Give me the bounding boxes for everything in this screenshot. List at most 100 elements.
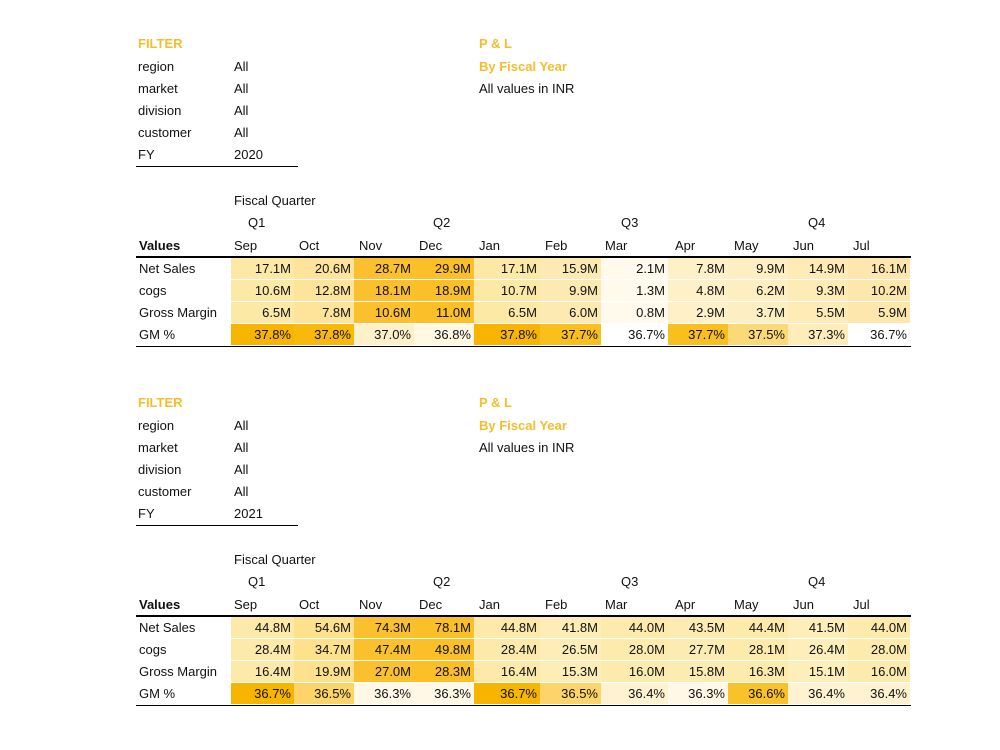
value-cell-gm-percent: 37.7% (668, 324, 728, 345)
filter-label-division: division (138, 103, 182, 118)
value-cell-gm-percent: 37.0% (354, 324, 414, 345)
value-cell-gross-margin: 0.8M (601, 302, 668, 323)
value-cell-cogs: 10.2M (848, 280, 910, 301)
value-cell-net-sales: 28.7M (354, 258, 414, 279)
month-header: Apr (675, 238, 696, 253)
month-header: May (734, 597, 759, 612)
value-cell-net-sales: 44.8M (474, 617, 540, 638)
value-cell-gm-percent: 36.6% (728, 683, 788, 704)
filter-label-market: market (138, 440, 178, 455)
table-caption: Fiscal Quarter (234, 552, 316, 567)
row-label-net-sales: Net Sales (139, 261, 196, 276)
value-cell-cogs: 18.9M (414, 280, 474, 301)
value-cell-net-sales: 29.9M (414, 258, 474, 279)
month-header: Sep (234, 238, 258, 253)
value-cell-gross-margin: 16.0M (848, 661, 910, 682)
filter-label-market: market (138, 81, 178, 96)
value-cell-gross-margin: 28.3M (414, 661, 474, 682)
report-note: All values in INR (479, 440, 575, 455)
table-header-rule (136, 256, 911, 258)
month-header: Mar (605, 597, 628, 612)
value-cell-cogs: 26.4M (788, 639, 848, 660)
value-cell-net-sales: 2.1M (601, 258, 668, 279)
filter-value-customer: All (234, 484, 249, 499)
report-subtitle: By Fiscal Year (479, 418, 567, 433)
value-cell-net-sales: 9.9M (728, 258, 788, 279)
value-cell-gross-margin: 19.9M (294, 661, 354, 682)
value-cell-cogs: 1.3M (601, 280, 668, 301)
value-cell-gm-percent: 36.7% (601, 324, 668, 345)
table-bottom-rule (136, 705, 911, 706)
value-cell-cogs: 10.7M (474, 280, 540, 301)
filter-value-region: All (234, 418, 249, 433)
value-cell-cogs: 27.7M (668, 639, 728, 660)
value-cell-gm-percent: 36.5% (540, 683, 601, 704)
filter-title: FILTER (138, 395, 183, 410)
value-cell-cogs: 28.0M (848, 639, 910, 660)
value-cell-gm-percent: 36.5% (294, 683, 354, 704)
value-cell-net-sales: 54.6M (294, 617, 354, 638)
month-header: Feb (545, 597, 568, 612)
value-cell-net-sales: 74.3M (354, 617, 414, 638)
value-cell-gm-percent: 36.7% (474, 683, 540, 704)
value-cell-cogs: 12.8M (294, 280, 354, 301)
filter-value-customer: All (234, 125, 249, 140)
table-caption: Fiscal Quarter (234, 193, 316, 208)
value-cell-net-sales: 44.4M (728, 617, 788, 638)
value-cell-gm-percent: 37.8% (474, 324, 540, 345)
value-cell-net-sales: 16.1M (848, 258, 910, 279)
value-cell-gross-margin: 6.5M (231, 302, 294, 323)
filter-value-fy: 2021 (234, 506, 263, 521)
value-cell-gm-percent: 36.3% (668, 683, 728, 704)
value-cell-cogs: 28.4M (474, 639, 540, 660)
filter-value-division: All (234, 462, 249, 477)
quarter-q1: Q1 (248, 574, 266, 589)
month-header: Jul (853, 238, 870, 253)
report-fy-2021: FILTER region All market All division Al… (0, 359, 1000, 719)
month-header: Oct (299, 597, 320, 612)
value-cell-gross-margin: 5.9M (848, 302, 910, 323)
value-cell-gross-margin: 15.8M (668, 661, 728, 682)
value-cell-gm-percent: 36.3% (354, 683, 414, 704)
month-header: Feb (545, 238, 568, 253)
value-cell-cogs: 49.8M (414, 639, 474, 660)
row-label-cogs: cogs (139, 642, 167, 657)
value-cell-net-sales: 43.5M (668, 617, 728, 638)
value-cell-net-sales: 17.1M (231, 258, 294, 279)
row-label-gm-percent: GM % (139, 327, 176, 342)
month-header: Dec (419, 238, 443, 253)
value-cell-gross-margin: 16.0M (601, 661, 668, 682)
value-cell-net-sales: 15.9M (540, 258, 601, 279)
table-bottom-rule (136, 346, 911, 347)
value-cell-cogs: 10.6M (231, 280, 294, 301)
row-label-gm-percent: GM % (139, 686, 176, 701)
value-cell-gm-percent: 36.4% (601, 683, 668, 704)
filter-underline (136, 525, 298, 526)
value-cell-gross-margin: 6.5M (474, 302, 540, 323)
filter-label-customer: customer (138, 125, 192, 140)
value-cell-gm-percent: 36.7% (231, 683, 294, 704)
filter-label-fy: FY (138, 147, 155, 162)
report-title: P & L (479, 395, 512, 410)
month-header: Oct (299, 238, 320, 253)
quarter-q3: Q3 (621, 215, 639, 230)
quarter-q4: Q4 (808, 215, 826, 230)
filter-value-fy: 2020 (234, 147, 263, 162)
value-cell-gross-margin: 27.0M (354, 661, 414, 682)
value-cell-gm-percent: 36.4% (788, 683, 848, 704)
value-cell-cogs: 6.2M (728, 280, 788, 301)
values-header: Values (139, 238, 181, 253)
quarter-q2: Q2 (433, 574, 451, 589)
value-cell-gm-percent: 36.4% (848, 683, 910, 704)
report-subtitle: By Fiscal Year (479, 59, 567, 74)
month-header: Sep (234, 597, 258, 612)
month-header: Apr (675, 597, 696, 612)
value-cell-cogs: 9.9M (540, 280, 601, 301)
value-cell-cogs: 34.7M (294, 639, 354, 660)
value-cell-gross-margin: 5.5M (788, 302, 848, 323)
filter-label-fy: FY (138, 506, 155, 521)
values-header: Values (139, 597, 181, 612)
filter-value-market: All (234, 81, 249, 96)
value-cell-cogs: 28.1M (728, 639, 788, 660)
value-cell-gm-percent: 36.7% (848, 324, 910, 345)
